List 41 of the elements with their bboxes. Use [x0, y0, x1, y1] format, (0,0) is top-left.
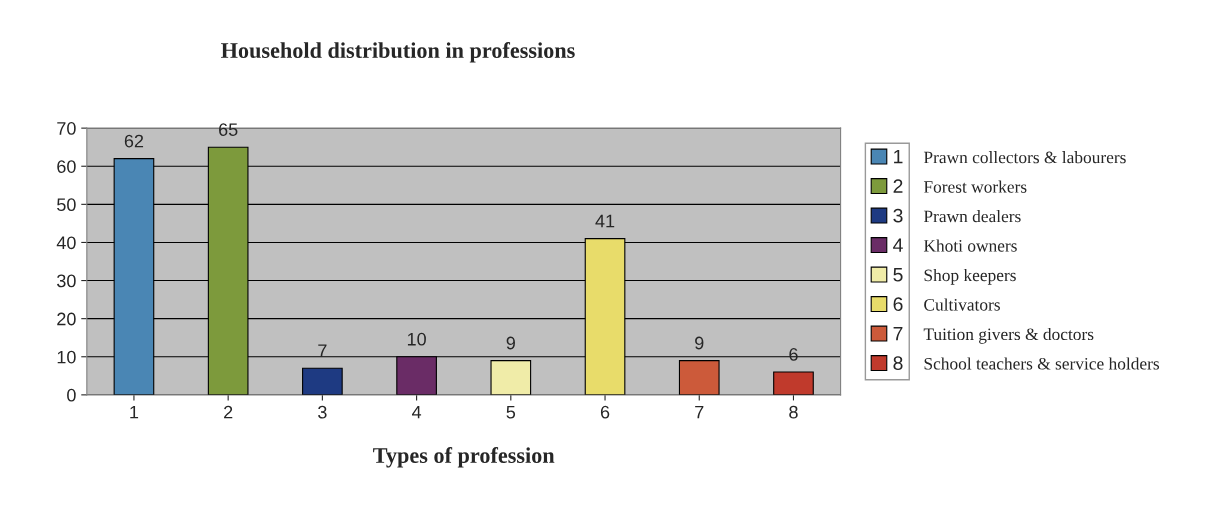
- legend-label: 7: [893, 326, 903, 341]
- legend-label: 8: [893, 356, 903, 371]
- text: Tuition givers & doctors: [923, 327, 1094, 344]
- data-label: 7: [318, 344, 327, 357]
- data-label: 62: [124, 134, 144, 148]
- x-tick-label: 4: [411, 405, 422, 419]
- y-tick-label: 70: [57, 122, 76, 135]
- legend-label: 3: [893, 208, 903, 223]
- y-tick-label: 60: [57, 160, 76, 173]
- text: Shop keepers: [924, 268, 1016, 285]
- data-label: 65: [219, 123, 238, 136]
- text: Khoti owners: [923, 239, 1017, 252]
- data-label: 10: [407, 332, 426, 346]
- x-tick-label: 3: [318, 405, 327, 419]
- y-tick-label: 20: [57, 312, 76, 326]
- data-label: 9: [506, 336, 515, 350]
- legend-label: 1: [894, 149, 903, 164]
- y-tick-label: 50: [57, 198, 76, 212]
- y-tick-label: 10: [57, 350, 76, 364]
- x-tick-label: 1: [130, 405, 139, 419]
- y-tick-label: 30: [57, 274, 76, 288]
- legend-label: 4: [893, 238, 903, 252]
- text: Forest workers: [923, 180, 1027, 193]
- x-axis-title: Types of profession: [373, 447, 555, 468]
- y-tick-label: 0: [67, 388, 76, 402]
- text: Cultivators: [924, 298, 1000, 311]
- text: Prawn collectors & labourers: [923, 151, 1126, 164]
- x-tick-label: 2: [224, 405, 233, 419]
- y-tick-label: 40: [56, 236, 76, 250]
- chart-title: Household distribution in professions: [221, 42, 575, 63]
- legend-label: 5: [893, 267, 903, 282]
- text: Prawn dealers: [923, 210, 1021, 223]
- data-label: 41: [595, 214, 615, 228]
- text: School teachers & service holders: [924, 357, 1160, 370]
- data-label: 9: [695, 336, 704, 350]
- x-tick-label: 7: [695, 405, 704, 419]
- x-tick-label: 6: [600, 405, 610, 419]
- x-tick-label: 5: [506, 405, 516, 419]
- x-tick-label: 8: [789, 405, 798, 419]
- legend-label: 6: [893, 297, 903, 312]
- legend-label: 2: [893, 179, 903, 193]
